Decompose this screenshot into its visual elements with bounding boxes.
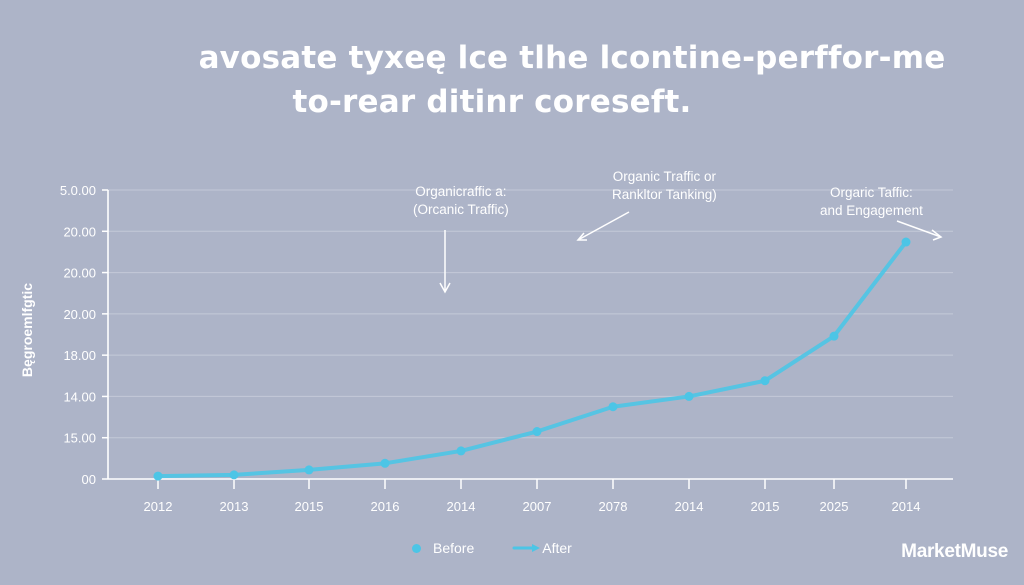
y-axis-ticks: 00 15.00 14.00 18.00 20.00 20.00 20.00 5.0.00 xyxy=(60,183,108,487)
annotation-organic-traffic: Organicraffic a: (Orcanic Traffic) xyxy=(413,183,509,219)
chart-title: avosate tyxeę lce tlhe lcontine-perffor-… xyxy=(0,36,1024,124)
legend-label-before: Before xyxy=(433,540,475,556)
annotation-line: Orgaric Taffic: xyxy=(830,185,913,200)
y-tick-label: 00 xyxy=(82,472,96,487)
y-tick-label: 20.00 xyxy=(63,266,96,281)
chart-title-line-1: avosate tyxeę lce tlhe lcontine-perffor-… xyxy=(198,40,946,76)
y-tick-label: 20.00 xyxy=(63,224,96,239)
data-point[interactable] xyxy=(684,391,694,401)
axes xyxy=(107,190,953,480)
legend-label-after: After xyxy=(542,540,572,556)
x-tick-label: 2014 xyxy=(892,499,921,514)
data-point[interactable] xyxy=(456,446,466,456)
x-tick-label: 2016 xyxy=(371,499,400,514)
annotation-engagement: Orgaric Taffic: and Engagement xyxy=(820,184,923,220)
annotation-line: Organicraffic a: xyxy=(415,184,507,199)
annotation-line: Rankltor Tanking) xyxy=(612,187,717,202)
x-tick-label: 2015 xyxy=(751,499,780,514)
arrow-down-left-icon xyxy=(576,211,630,241)
brand-logo: MarketMuse xyxy=(901,541,1008,562)
data-point[interactable] xyxy=(829,331,839,341)
y-tick-label: 15.00 xyxy=(63,431,96,446)
dot-marker-icon xyxy=(412,543,421,553)
chart-title-line-2: to-rear ditinr coreseft. xyxy=(292,84,692,120)
data-point[interactable] xyxy=(760,376,770,386)
annotation-line: (Orcanic Traffic) xyxy=(413,202,509,217)
x-tick-label: 2025 xyxy=(820,499,849,514)
data-point[interactable] xyxy=(608,402,618,412)
data-point[interactable] xyxy=(229,470,239,480)
x-tick-label: 2014 xyxy=(447,499,476,514)
x-tick-label: 2078 xyxy=(599,499,628,514)
data-point[interactable] xyxy=(153,471,163,481)
data-point[interactable] xyxy=(532,427,542,437)
x-tick-label: 2015 xyxy=(295,499,324,514)
annotation-line: and Engagement xyxy=(820,203,923,218)
annotation-line: Organic Traffic or xyxy=(612,169,717,184)
y-tick-label: 5.0.00 xyxy=(60,183,96,198)
x-axis-ticks: 2012 2013 2015 2016 2014 2007 2078 2014 2015 2025… xyxy=(144,479,921,514)
x-tick-label: 2012 xyxy=(144,499,173,514)
y-tick-label: 18.00 xyxy=(63,348,96,363)
annotation-arrows xyxy=(439,211,943,294)
x-tick-label: 2014 xyxy=(675,499,704,514)
data-point[interactable] xyxy=(380,458,390,468)
chart-legend: Before After xyxy=(412,540,610,556)
series-after xyxy=(153,237,911,481)
x-tick-label: 2007 xyxy=(523,499,552,514)
legend-item-before[interactable]: Before xyxy=(412,540,474,556)
gridlines xyxy=(108,189,953,439)
series-line xyxy=(156,240,908,479)
data-point[interactable] xyxy=(304,465,314,475)
y-tick-label: 14.00 xyxy=(63,389,96,404)
annotation-ranking: Organic Traffic or Rankltor Tanking) xyxy=(612,168,717,204)
y-tick-label: 20.00 xyxy=(63,307,96,322)
arrow-right-icon xyxy=(512,544,541,552)
y-axis-label: Bęgroemlfgtic xyxy=(19,282,35,378)
arrow-down-icon xyxy=(439,230,451,294)
arrow-down-right-icon xyxy=(896,220,943,241)
x-tick-label: 2013 xyxy=(220,499,249,514)
data-point[interactable] xyxy=(901,237,911,247)
legend-item-after[interactable]: After xyxy=(512,540,572,556)
